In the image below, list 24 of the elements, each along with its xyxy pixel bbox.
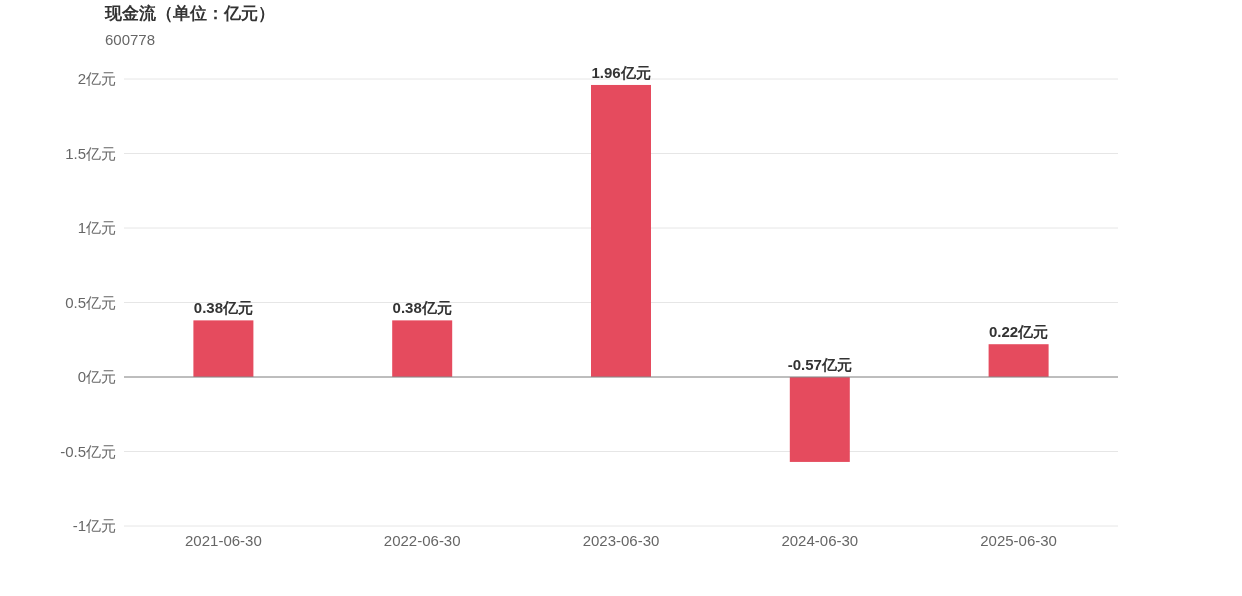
x-tick-label: 2025-06-30 xyxy=(980,532,1057,549)
y-tick-label: -0.5亿元 xyxy=(60,442,116,460)
x-tick-label: 2023-06-30 xyxy=(582,532,660,549)
bar xyxy=(789,377,850,462)
data-label: 1.96亿元 xyxy=(591,63,651,81)
y-tick-label: 1.5亿元 xyxy=(65,144,116,162)
y-tick-label: 1亿元 xyxy=(77,219,116,236)
data-label: 0.38亿元 xyxy=(193,299,253,317)
chart-title: 现金流（单位：亿元） xyxy=(104,4,275,23)
y-tick-label: 2亿元 xyxy=(77,70,116,87)
bar xyxy=(591,84,651,377)
x-tick-label: 2024-06-30 xyxy=(781,532,859,549)
chart-subtitle: 600778 xyxy=(105,31,156,48)
x-tick-label: 2021-06-30 xyxy=(185,532,262,549)
y-tick-label: 0.5亿元 xyxy=(65,293,116,311)
y-tick-label: -1亿元 xyxy=(72,517,116,534)
data-label: -0.57亿元 xyxy=(787,356,852,373)
bar xyxy=(193,320,254,377)
data-label: 0.22亿元 xyxy=(989,323,1049,341)
bar xyxy=(392,320,453,377)
data-label: 0.38亿元 xyxy=(392,299,452,317)
x-tick-label: 2022-06-30 xyxy=(383,532,461,549)
bar xyxy=(988,344,1049,377)
y-tick-label: 0亿元 xyxy=(77,368,116,385)
